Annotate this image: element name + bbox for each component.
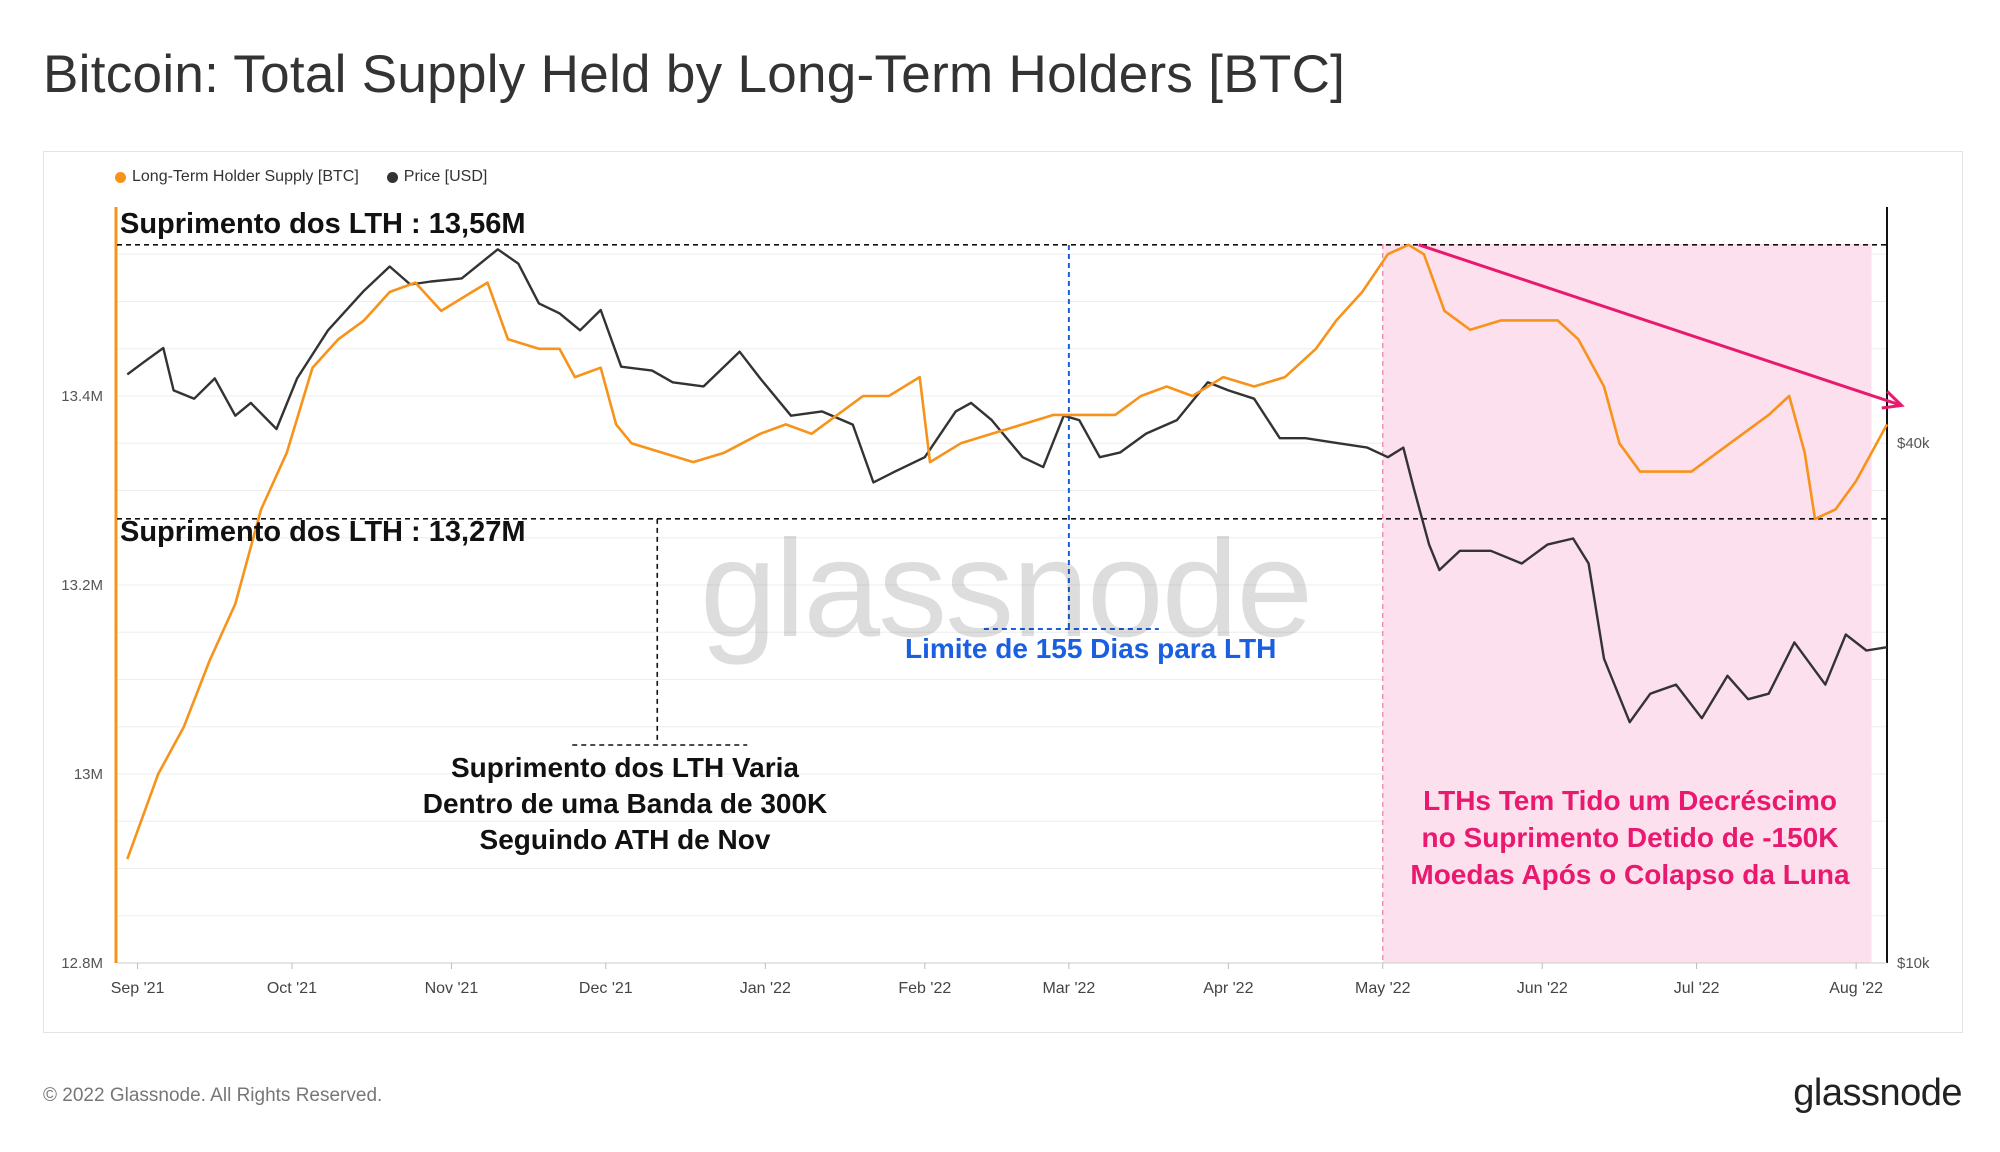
trend-arrow-head bbox=[1881, 390, 1905, 410]
annotation-lth-low: Suprimento dos LTH : 13,27M bbox=[120, 516, 526, 548]
watermark: glassnode bbox=[700, 512, 1313, 666]
y-tick-label-left: 13.2M bbox=[61, 577, 103, 594]
x-tick-label: Dec '21 bbox=[579, 980, 633, 997]
x-tick-label: Mar '22 bbox=[1042, 980, 1095, 997]
trend-arrow-shaft bbox=[1418, 243, 1903, 407]
legend-item-lth[interactable]: Long-Term Holder Supply [BTC] bbox=[115, 168, 359, 186]
highlight-region bbox=[1382, 244, 1872, 963]
annotation-band-line-3: Seguindo ATH de Nov bbox=[479, 824, 771, 855]
x-tick-label: Jun '22 bbox=[1517, 980, 1568, 997]
x-tick-label: Aug '22 bbox=[1829, 980, 1883, 997]
x-tick-label: Apr '22 bbox=[1203, 980, 1253, 997]
annotation-decline: LTHs Tem Tido um Decréscimo no Supriment… bbox=[1375, 782, 1885, 893]
annotation-decline-line-2: no Suprimento Detido de -150K bbox=[1421, 822, 1839, 853]
x-tick-label: May '22 bbox=[1355, 980, 1411, 997]
footer-logo[interactable]: glassnode bbox=[1793, 1072, 1962, 1114]
annotation-decline-line-1: LTHs Tem Tido um Decréscimo bbox=[1423, 785, 1837, 816]
chart-legend: Long-Term Holder Supply [BTC] Price [USD… bbox=[115, 168, 487, 186]
annotation-band: Suprimento dos LTH Varia Dentro de uma B… bbox=[395, 750, 855, 858]
annotation-decline-line-3: Moedas Após o Colapso da Luna bbox=[1410, 859, 1850, 890]
x-tick-label: Feb '22 bbox=[898, 980, 951, 997]
series-line-lth-supply bbox=[126, 243, 1889, 860]
legend-label-price: Price [USD] bbox=[403, 168, 488, 185]
chart-title: Bitcoin: Total Supply Held by Long-Term … bbox=[43, 45, 1346, 104]
legend-dot-lth bbox=[115, 171, 126, 183]
annotation-band-line-2: Dentro de uma Banda de 300K bbox=[422, 788, 828, 819]
annotation-155-day-limit: Limite de 155 Dias para LTH bbox=[905, 633, 1277, 664]
legend-label-lth: Long-Term Holder Supply [BTC] bbox=[132, 168, 359, 185]
y-tick-label-left: 13.4M bbox=[61, 388, 103, 405]
x-tick-label: Jan '22 bbox=[740, 980, 791, 997]
annotation-band-line-1: Suprimento dos LTH Varia bbox=[451, 752, 799, 783]
annotation-lth-high: Suprimento dos LTH : 13,56M bbox=[120, 208, 526, 240]
footer-copyright: © 2022 Glassnode. All Rights Reserved. bbox=[43, 1085, 383, 1106]
series-line-price bbox=[126, 248, 1888, 724]
y-tick-label-right: $40k bbox=[1897, 435, 1930, 452]
y-tick-label-left: 12.8M bbox=[61, 955, 103, 972]
legend-item-price[interactable]: Price [USD] bbox=[386, 168, 488, 186]
x-tick-label: Nov '21 bbox=[425, 980, 479, 997]
legend-dot-price bbox=[386, 171, 398, 183]
y-tick-label-right: $10k bbox=[1897, 955, 1930, 972]
x-tick-label: Jul '22 bbox=[1674, 980, 1720, 997]
chart-panel bbox=[43, 151, 1963, 1033]
x-tick-label: Oct '21 bbox=[267, 980, 317, 997]
x-tick-label: Sep '21 bbox=[111, 980, 165, 997]
y-tick-label-left: 13M bbox=[74, 766, 103, 783]
